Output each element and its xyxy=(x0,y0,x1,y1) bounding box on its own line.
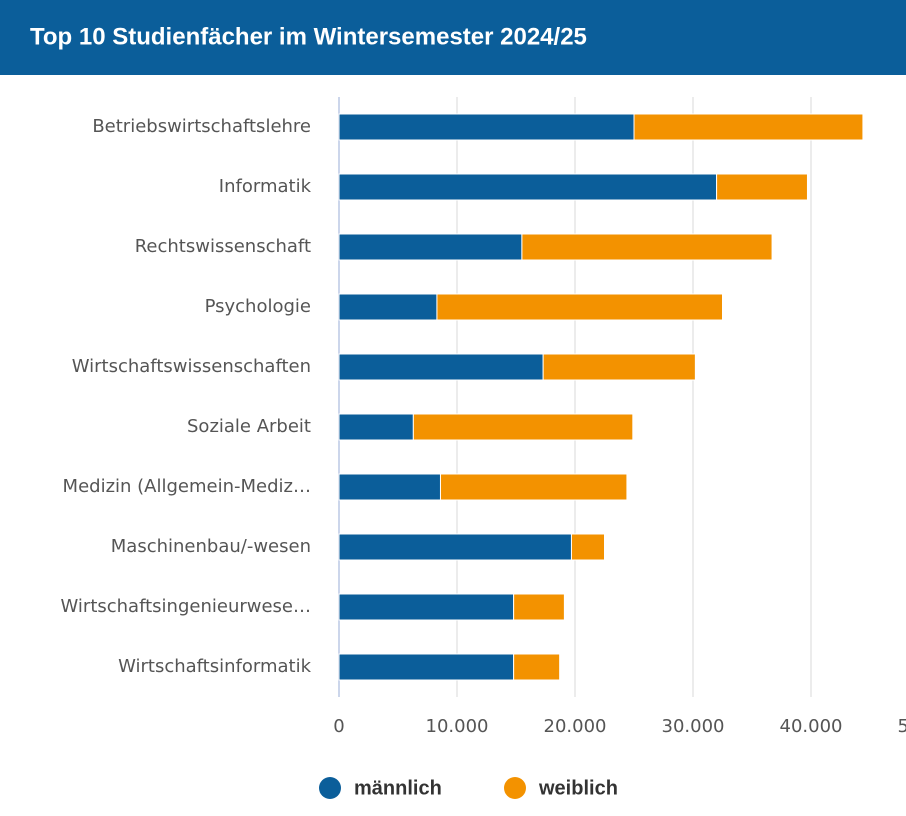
x-tick-label: 40.000 xyxy=(780,716,843,737)
category-label: Wirtschaftswissenschaften xyxy=(72,356,311,377)
bar-segment xyxy=(521,233,773,261)
bar-segment xyxy=(338,353,544,381)
category-label: Betriebswirtschaftslehre xyxy=(92,116,311,137)
bar-segment xyxy=(542,353,696,381)
bar-segment xyxy=(412,413,634,441)
legend-marker xyxy=(504,777,526,799)
bar-segment xyxy=(338,413,414,441)
bar-segment xyxy=(716,173,808,201)
chart-title: Top 10 Studienfächer im Wintersemester 2… xyxy=(30,23,587,50)
category-label: Soziale Arbeit xyxy=(187,416,311,437)
bar-segment xyxy=(338,113,635,141)
header-bar xyxy=(0,0,906,75)
legend-label: weiblich xyxy=(538,777,618,799)
x-tick-label: 0 xyxy=(333,716,344,737)
x-tick-label: 30.000 xyxy=(662,716,725,737)
x-tick-label: 10.000 xyxy=(426,716,489,737)
bar-segment xyxy=(338,533,572,561)
x-tick-label: 50.000 xyxy=(898,716,906,737)
bar-segment xyxy=(633,113,864,141)
category-label: Psychologie xyxy=(205,296,311,317)
category-label: Wirtschaftsinformatik xyxy=(118,656,311,677)
category-label: Wirtschaftsingenieurwese… xyxy=(61,596,311,617)
category-label: Rechtswissenschaft xyxy=(135,236,311,257)
category-label: Maschinenbau/-wesen xyxy=(111,536,311,557)
bar-segment xyxy=(338,173,718,201)
bar-segment xyxy=(513,593,565,621)
bar-segment xyxy=(436,293,723,321)
legend-marker xyxy=(319,777,341,799)
bar-segment xyxy=(338,473,441,501)
category-label: Medizin (Allgemein-Mediz… xyxy=(63,476,311,497)
bar-segment xyxy=(338,653,515,681)
bar-segment xyxy=(338,593,515,621)
x-tick-label: 20.000 xyxy=(544,716,607,737)
bar-segment xyxy=(570,533,606,561)
bar-segment xyxy=(439,473,628,501)
legend-label: männlich xyxy=(354,777,442,799)
bar-segment xyxy=(338,233,523,261)
category-label: Informatik xyxy=(219,176,312,197)
bar-segment xyxy=(338,293,438,321)
bar-segment xyxy=(513,653,561,681)
